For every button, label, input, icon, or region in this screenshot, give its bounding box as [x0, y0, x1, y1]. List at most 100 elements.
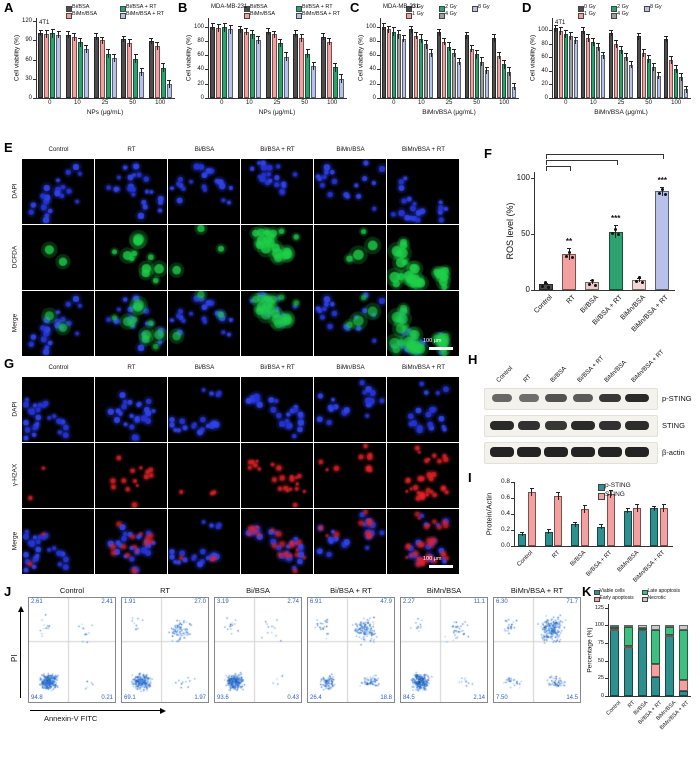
- panel-letter-h: H: [468, 352, 478, 367]
- error-bar: [107, 49, 109, 59]
- bar: [624, 647, 633, 696]
- bar: [655, 191, 670, 290]
- legend-swatch: [611, 5, 617, 12]
- y-axis-label: Cell viability (%): [357, 34, 365, 82]
- bar: [409, 29, 414, 98]
- error-cap: [210, 23, 215, 24]
- y-tick: [549, 70, 552, 72]
- bar: [121, 39, 127, 98]
- bar: [650, 508, 659, 546]
- error-cap: [100, 36, 104, 38]
- bar: [38, 32, 44, 98]
- quadrant-ul-value: 3.19: [217, 599, 229, 605]
- x-tick-label: Control: [532, 294, 554, 315]
- bar: [651, 664, 661, 678]
- x-axis: [552, 98, 691, 99]
- error-bar: [545, 283, 547, 286]
- y-axis: [608, 604, 609, 696]
- blot-band: [625, 420, 649, 430]
- error-bar: [481, 57, 483, 66]
- y-tick: [605, 678, 608, 680]
- bar: [610, 628, 620, 696]
- error-cap: [636, 32, 641, 34]
- error-bar: [521, 531, 523, 537]
- error-bar: [486, 66, 488, 74]
- error-bar: [267, 28, 269, 36]
- y-tick: [205, 40, 208, 42]
- legend-label: BiMn/BSA: [72, 11, 98, 17]
- blot-band: [571, 420, 595, 430]
- bar: [637, 629, 647, 632]
- flow-scatter: [29, 598, 115, 702]
- legend-swatch: [296, 5, 302, 12]
- blot-band: [517, 420, 541, 430]
- error-cap: [684, 85, 689, 87]
- legend-label: Bi/BSA + RT: [126, 4, 157, 10]
- error-cap: [38, 29, 43, 31]
- micrograph-DCFDA-Bi/BSA: [168, 225, 240, 290]
- micrograph-Merge-Bi/BSA + RT: [241, 509, 313, 574]
- legend-label: 8 Gy: [650, 4, 662, 10]
- legend-swatch: [120, 12, 126, 19]
- y-tick-label: 100: [594, 622, 604, 629]
- quadrant-lr-value: 1.97: [194, 695, 206, 701]
- bar: [502, 64, 507, 98]
- x-axis-label: BiMn/BSA (μg/mL): [422, 109, 476, 116]
- error-cap: [608, 490, 613, 491]
- significance-bracket: [545, 154, 665, 159]
- y-tick-label: 80: [197, 37, 204, 44]
- x-tick-label: Control: [605, 700, 623, 717]
- bar: [326, 41, 332, 98]
- error-bar: [638, 277, 640, 283]
- x-tick-label: 50: [301, 100, 308, 106]
- bar: [571, 524, 580, 546]
- bar: [277, 43, 283, 98]
- bar: [619, 49, 623, 98]
- y-tick-label: 0: [28, 95, 32, 101]
- error-bar: [251, 30, 253, 39]
- scale-bar-label: 100 μm: [423, 556, 442, 562]
- error-cap: [474, 50, 479, 52]
- y-tick-label: 40: [541, 67, 548, 74]
- x-tick-label: RT: [626, 700, 636, 710]
- error-bar: [415, 32, 417, 40]
- error-bar: [508, 67, 510, 76]
- bar: [105, 53, 111, 98]
- bar: [139, 71, 145, 98]
- bar: [553, 28, 558, 98]
- viability-chart-mdamb231-nps: 0 20 40 60 80 100 Cell viability (%) NPs (μg/mL…: [182, 4, 350, 136]
- error-cap: [391, 27, 396, 29]
- error-bar: [322, 33, 324, 41]
- bar: [581, 30, 586, 98]
- error-bar: [295, 30, 297, 38]
- column-header: Bi/BSA + RT: [260, 364, 295, 371]
- quadrant-ur-value: 47.9: [380, 599, 392, 605]
- viability-chart-4t1-dose: 0 20 40 60 80 100 Cell viability (%) BiMn/BSA (…: [526, 4, 694, 136]
- column-header: BiMn/BSA: [336, 364, 365, 371]
- error-bar: [471, 45, 473, 53]
- micrograph-γ-H2AX-BiMn/BSA + RT: [387, 443, 459, 508]
- error-cap: [599, 524, 604, 526]
- quadrant-ur-value: 27.0: [194, 599, 206, 605]
- error-bar: [658, 72, 660, 79]
- bar: [283, 56, 289, 98]
- y-tick: [531, 177, 534, 179]
- x-tick-label: 100: [499, 100, 510, 106]
- legend-label: Bi/BSA: [72, 4, 90, 10]
- significance-bracket: [545, 160, 618, 165]
- quadrant-ur-value: 11.1: [473, 599, 485, 605]
- legend-label: BiMn/BSA + RT: [126, 11, 165, 17]
- blot-band: [490, 447, 514, 457]
- y-tick: [33, 40, 36, 42]
- micrograph-DAPI-Control: [22, 377, 94, 442]
- micrograph-DCFDA-BiMn/BSA: [314, 225, 386, 290]
- bar: [401, 38, 406, 98]
- error-bar: [141, 67, 143, 76]
- lane-header: Control: [495, 364, 515, 384]
- x-tick-label: 10: [74, 100, 81, 106]
- error-cap: [479, 57, 484, 59]
- error-cap: [558, 26, 563, 28]
- error-cap: [44, 30, 49, 32]
- error-bar: [162, 63, 164, 73]
- bar: [271, 34, 277, 98]
